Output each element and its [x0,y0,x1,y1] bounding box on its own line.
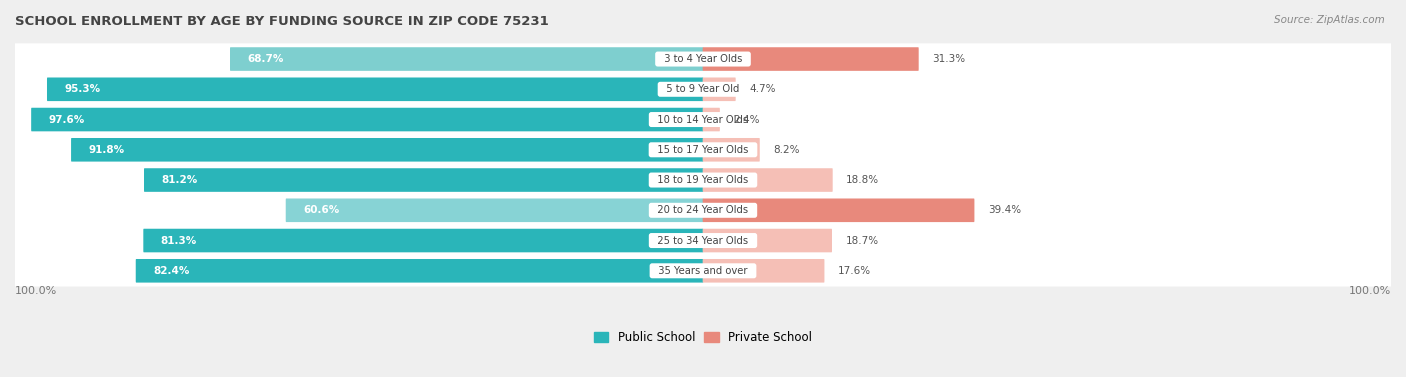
FancyBboxPatch shape [285,199,703,222]
Text: 5 to 9 Year Old: 5 to 9 Year Old [661,84,745,94]
Text: 81.2%: 81.2% [162,175,198,185]
Text: 100.0%: 100.0% [1348,286,1391,296]
Text: 82.4%: 82.4% [153,266,190,276]
FancyBboxPatch shape [703,138,759,162]
FancyBboxPatch shape [46,78,703,101]
FancyBboxPatch shape [231,47,703,71]
FancyBboxPatch shape [14,134,1392,166]
Text: 18 to 19 Year Olds: 18 to 19 Year Olds [651,175,755,185]
Text: 100.0%: 100.0% [15,286,58,296]
Text: 60.6%: 60.6% [304,205,339,215]
Text: 15 to 17 Year Olds: 15 to 17 Year Olds [651,145,755,155]
FancyBboxPatch shape [14,255,1392,287]
Text: 8.2%: 8.2% [773,145,800,155]
FancyBboxPatch shape [703,259,824,283]
FancyBboxPatch shape [14,164,1392,196]
FancyBboxPatch shape [14,43,1392,75]
Text: Source: ZipAtlas.com: Source: ZipAtlas.com [1274,15,1385,25]
Text: 25 to 34 Year Olds: 25 to 34 Year Olds [651,236,755,245]
Text: 4.7%: 4.7% [749,84,776,94]
FancyBboxPatch shape [703,47,918,71]
Text: 3 to 4 Year Olds: 3 to 4 Year Olds [658,54,748,64]
FancyBboxPatch shape [703,199,974,222]
FancyBboxPatch shape [14,195,1392,226]
Text: 18.8%: 18.8% [846,175,879,185]
Text: SCHOOL ENROLLMENT BY AGE BY FUNDING SOURCE IN ZIP CODE 75231: SCHOOL ENROLLMENT BY AGE BY FUNDING SOUR… [15,15,548,28]
FancyBboxPatch shape [72,138,703,162]
FancyBboxPatch shape [703,168,832,192]
Text: 68.7%: 68.7% [247,54,284,64]
Text: 97.6%: 97.6% [49,115,84,124]
Text: 2.4%: 2.4% [734,115,759,124]
FancyBboxPatch shape [143,168,703,192]
Text: 20 to 24 Year Olds: 20 to 24 Year Olds [651,205,755,215]
Text: 39.4%: 39.4% [988,205,1021,215]
Text: 35 Years and over: 35 Years and over [652,266,754,276]
Text: 10 to 14 Year Olds: 10 to 14 Year Olds [651,115,755,124]
FancyBboxPatch shape [143,229,703,252]
FancyBboxPatch shape [14,104,1392,135]
FancyBboxPatch shape [136,259,703,283]
FancyBboxPatch shape [14,74,1392,105]
Text: 17.6%: 17.6% [838,266,870,276]
FancyBboxPatch shape [703,78,735,101]
FancyBboxPatch shape [14,225,1392,256]
FancyBboxPatch shape [703,108,720,131]
FancyBboxPatch shape [31,108,703,131]
Text: 18.7%: 18.7% [845,236,879,245]
Text: 91.8%: 91.8% [89,145,125,155]
Text: 31.3%: 31.3% [932,54,966,64]
Legend: Public School, Private School: Public School, Private School [589,326,817,348]
Text: 95.3%: 95.3% [65,84,101,94]
Text: 81.3%: 81.3% [160,236,197,245]
FancyBboxPatch shape [703,229,832,252]
